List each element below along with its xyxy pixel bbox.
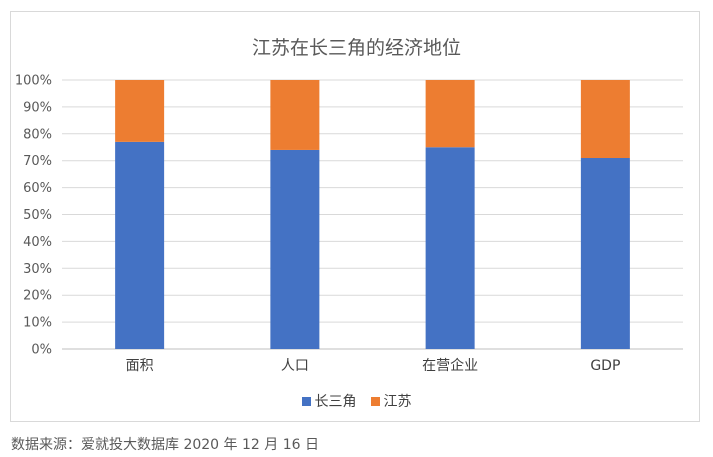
bar-1-0 — [115, 80, 165, 142]
x-tick-label: GDP — [590, 358, 620, 374]
y-tick-label: 10% — [23, 316, 52, 331]
bar-1-3 — [580, 80, 630, 159]
y-tick-label: 0% — [31, 343, 52, 358]
bar-0-3 — [580, 158, 630, 349]
bar-0-1 — [270, 149, 320, 349]
y-tick-label: 60% — [23, 181, 52, 196]
bar-0-2 — [425, 147, 475, 349]
legend: 长三角 江苏 — [0, 391, 713, 411]
y-tick-label: 80% — [23, 127, 52, 142]
y-tick-label: 70% — [23, 154, 52, 169]
legend-item-1: 江苏 — [370, 391, 412, 411]
bar-1-1 — [270, 80, 320, 150]
legend-swatch-1 — [370, 396, 380, 406]
bar-1-2 — [425, 80, 475, 148]
y-tick-label: 40% — [23, 235, 52, 250]
y-tick-label: 90% — [23, 100, 52, 115]
legend-swatch-0 — [301, 396, 311, 406]
y-tick-label: 30% — [23, 262, 52, 277]
chart-title: 江苏在长三角的经济地位 — [251, 37, 461, 59]
bar-0-0 — [115, 141, 165, 349]
legend-label-1: 江苏 — [383, 394, 412, 410]
y-tick-label: 50% — [23, 208, 52, 223]
x-tick-label: 面积 — [126, 358, 154, 374]
y-tick-label: 100% — [15, 74, 52, 89]
legend-label-0: 长三角 — [314, 394, 357, 410]
source-note: 数据来源：爱就投大数据库 2020 年 12 月 16 日 — [11, 437, 319, 453]
legend-item-0: 长三角 — [301, 391, 357, 411]
y-tick-label: 20% — [23, 289, 52, 304]
x-tick-label: 人口 — [281, 358, 309, 374]
x-tick-label: 在营企业 — [422, 357, 478, 374]
